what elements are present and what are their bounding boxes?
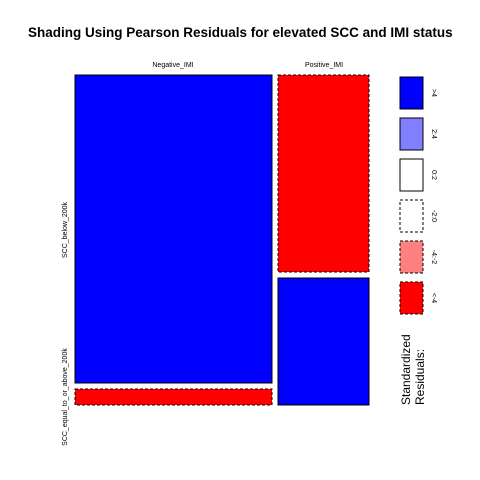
tile-positive-imi-scc-equal-above-200k xyxy=(277,277,370,406)
tile-positive-imi-scc-below-200k xyxy=(277,74,370,273)
row-label-scc-equal-above-200k: SCC_equal_to_or_above_200k xyxy=(62,348,69,446)
legend-swatch-neg2-0 xyxy=(399,199,424,233)
tile-negative-imi-scc-equal-above-200k xyxy=(74,388,273,406)
legend-label-0-2: 0:2 xyxy=(430,170,437,180)
legend-swatch-lt-neg4 xyxy=(399,281,424,315)
legend-swatch-neg4-neg2 xyxy=(399,240,424,274)
chart-title: Shading Using Pearson Residuals for elev… xyxy=(28,25,453,40)
legend-label-neg2-0: -2:0 xyxy=(430,210,437,222)
tile-negative-imi-scc-below-200k xyxy=(74,74,273,384)
row-label-scc-below-200k: SCC_below_200k xyxy=(62,201,69,258)
legend-swatch-gt4 xyxy=(399,76,424,110)
legend-label-2-4: 2:4 xyxy=(430,129,437,139)
column-label-negative-imi: Negative_IMI xyxy=(152,62,193,69)
legend-swatch-0-2 xyxy=(399,158,424,192)
legend-title-line-2: Residuals: xyxy=(413,349,427,405)
legend-swatch-2-4 xyxy=(399,117,424,151)
legend-label-neg4-neg2: -4:-2 xyxy=(430,250,437,265)
legend-label-gt4: >4 xyxy=(430,89,437,97)
legend-title-line-1: Standardized xyxy=(399,334,413,405)
column-label-positive-imi: Positive_IMI xyxy=(305,62,343,69)
legend-label-lt-neg4: <-4 xyxy=(430,293,437,303)
